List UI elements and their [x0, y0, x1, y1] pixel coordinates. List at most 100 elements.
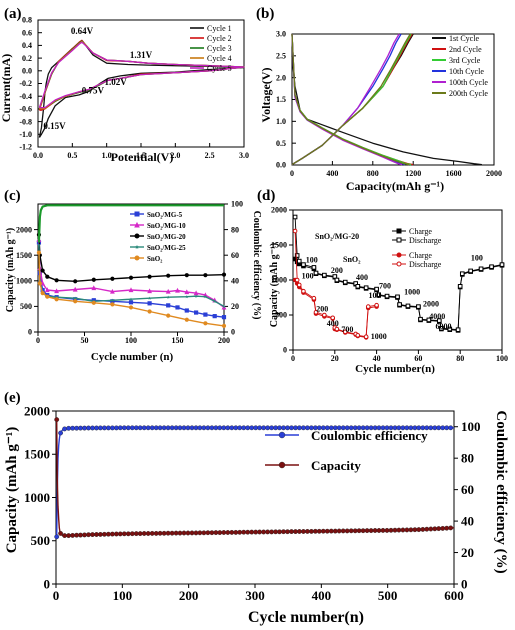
y-tick-label: -1.2: [19, 143, 32, 152]
y-tick-label: 1000: [16, 276, 32, 285]
legend-label: 100th Cycle: [449, 78, 488, 87]
data-point: [340, 528, 346, 534]
legend-marker: [278, 461, 286, 469]
data-point: [194, 310, 199, 315]
data-point: [374, 302, 379, 308]
data-point: [189, 530, 195, 536]
data-point: [261, 529, 266, 535]
chart-c: 0 50 100 150 2000500100015002000020406080100…: [16, 200, 243, 345]
data-point: [311, 265, 317, 270]
data-point: [416, 304, 421, 309]
y-tick-label: -0.4: [19, 92, 32, 101]
data-point: [45, 294, 50, 299]
data-point: [363, 334, 369, 340]
data-point: [121, 531, 127, 537]
panel-d-tag: (d): [257, 188, 275, 204]
data-point: [201, 425, 207, 431]
data-point: [404, 527, 410, 533]
data-point: [444, 425, 450, 431]
data-point: [324, 528, 330, 534]
data-point: [128, 305, 134, 310]
charge-curve-6: [291, 33, 411, 166]
data-point: [437, 318, 442, 323]
y-tick-label: 2.5: [276, 52, 286, 61]
legend-label: Cycle 5: [207, 64, 232, 73]
panel-c: (c) Cycle number (n) Capacity (mAh g⁻¹) …: [4, 188, 262, 363]
data-point: [109, 288, 115, 294]
rate-label: 700: [341, 325, 353, 334]
data-point: [342, 329, 348, 335]
x-tick-label: 1.0: [102, 151, 112, 160]
data-point: [457, 284, 463, 289]
data-point: [428, 425, 434, 431]
data-point: [396, 527, 402, 533]
cv-curve-1: [38, 41, 245, 138]
data-point: [129, 531, 135, 537]
y-tick-label: 1500: [24, 447, 50, 462]
data-point: [221, 323, 227, 328]
legend-marker: [396, 237, 402, 243]
data-point: [205, 425, 211, 431]
data-point: [184, 317, 189, 322]
data-point: [102, 531, 107, 537]
data-point: [311, 295, 317, 301]
y2-tick-label: 60: [461, 482, 474, 497]
panel-e-tag: (e): [4, 390, 21, 406]
y-tick-label: 0: [28, 328, 32, 337]
y2-tick-label: 100: [231, 200, 243, 209]
data-point: [149, 531, 155, 536]
data-point: [148, 296, 152, 300]
data-point: [203, 312, 208, 317]
data-point: [395, 294, 400, 300]
data-point: [141, 425, 147, 431]
data-point: [78, 532, 83, 538]
panel-d: (d) Cycle number(n) Capacity (mAh g⁻¹): [257, 188, 435, 375]
data-point: [212, 314, 217, 319]
x-tick-label: 200: [218, 336, 230, 345]
rate-label: 1000: [371, 332, 387, 341]
data-point: [169, 530, 175, 536]
data-point: [289, 425, 294, 431]
data-point: [241, 529, 247, 535]
data-point: [308, 529, 314, 534]
x-tick-label: 600: [444, 588, 464, 603]
data-point: [285, 529, 290, 535]
y-tick-label: 0.4: [22, 41, 32, 50]
data-point: [328, 528, 334, 534]
rate-label: 4000: [429, 312, 445, 321]
charge-curve-5: [291, 33, 400, 166]
data-point: [277, 529, 282, 535]
x-tick-label: 40: [373, 354, 381, 363]
data-point: [222, 304, 226, 308]
panel-b-xlabel: Capacity(mAh g⁻¹): [346, 179, 444, 193]
data-point: [322, 272, 327, 278]
panel-e-xlabel: Cycle number(n): [248, 609, 364, 626]
data-point: [355, 333, 361, 338]
legend-label: SnO₂/MG-5: [147, 211, 183, 219]
legend-label: Charge: [409, 251, 432, 260]
data-point: [54, 297, 59, 302]
y2-tick-label: 40: [231, 276, 239, 285]
data-point: [436, 526, 442, 531]
data-point: [194, 294, 198, 298]
panel-b-ylabel: Voltage(V): [259, 68, 273, 123]
data-point: [416, 527, 422, 532]
data-point: [110, 298, 114, 302]
legend-label: 1st Cycle: [449, 34, 479, 43]
y-tick-label: 1500: [271, 241, 287, 250]
data-point: [147, 301, 152, 306]
data-point: [356, 528, 362, 534]
legend-label: SnO₂/MG-10: [147, 222, 186, 230]
x-tick-label: 0.0: [33, 151, 43, 160]
x-tick-label: 3.0: [239, 151, 249, 160]
x-tick-label: 400: [312, 588, 332, 603]
cv-curve-5: [38, 41, 245, 109]
data-point: [281, 529, 286, 535]
data-point: [166, 273, 171, 278]
data-point: [54, 288, 60, 294]
data-point: [277, 425, 282, 431]
data-point: [175, 305, 180, 310]
data-point: [388, 527, 394, 533]
panel-e-ylabel: Capacity (mAh g⁻¹): [4, 427, 20, 554]
data-point: [45, 274, 50, 279]
